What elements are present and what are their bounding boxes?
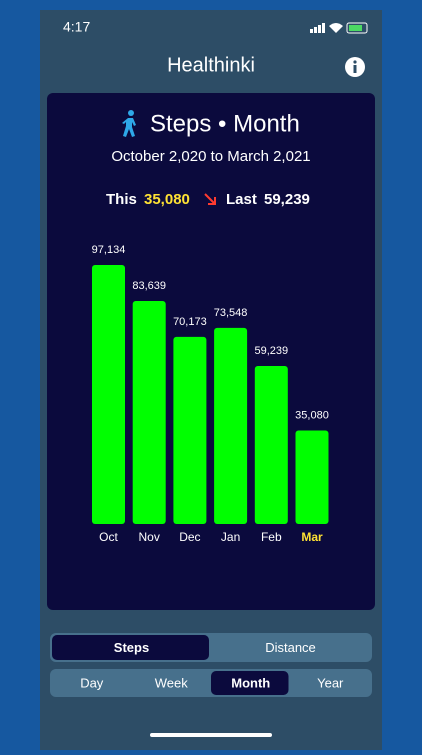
tab[interactable]: Week: [155, 675, 188, 690]
chart-subtitle: October 2,020 to March 2,021: [111, 148, 310, 165]
x-tick-label: Jan: [221, 530, 240, 544]
tab[interactable]: Month: [231, 675, 270, 690]
bar: [173, 336, 207, 524]
last-value: 59,239: [264, 191, 310, 208]
tab[interactable]: Steps: [114, 640, 149, 655]
status-icons: [310, 22, 368, 34]
tab-controls: Steps Distance Day Week Month Year: [52, 635, 344, 695]
value-label: 59,239: [254, 345, 288, 357]
this-label: This: [106, 191, 137, 208]
info-button[interactable]: [345, 57, 365, 77]
bar: [295, 430, 329, 524]
value-label: 97,134: [92, 244, 126, 256]
bar-chart: 97,134 Oct 83,639 Nov 70,173 Dec 73,548 Jan 59,2…: [92, 244, 329, 544]
bar: [92, 265, 125, 524]
x-tick-label: Mar: [301, 530, 323, 544]
chart-title: Steps • Month: [150, 110, 300, 137]
value-label: 35,080: [295, 409, 329, 421]
value-label: 70,173: [173, 316, 207, 328]
down-arrow: [204, 193, 216, 205]
x-tick-label: Oct: [99, 530, 118, 544]
value-label: 83,639: [132, 280, 166, 292]
tab[interactable]: Day: [80, 675, 104, 690]
last-label: Last: [226, 191, 257, 208]
tab-selected-bg: [211, 671, 289, 695]
x-tick-label: Dec: [179, 530, 200, 544]
this-value: 35,080: [144, 191, 190, 208]
chart-card: [47, 93, 375, 610]
bar: [214, 327, 248, 524]
tab[interactable]: Distance: [265, 640, 316, 655]
tab-selected-bg: [52, 635, 209, 660]
value-label: 73,548: [214, 307, 248, 319]
status-time: 4:17: [63, 19, 90, 35]
home-indicator: [150, 733, 272, 737]
tab[interactable]: Year: [317, 675, 344, 690]
x-tick-label: Feb: [261, 530, 282, 544]
app-title: Healthinki: [167, 54, 255, 76]
bar: [132, 300, 166, 524]
bar: [254, 366, 288, 524]
x-tick-label: Nov: [139, 530, 160, 544]
walk-icon: [122, 110, 136, 137]
